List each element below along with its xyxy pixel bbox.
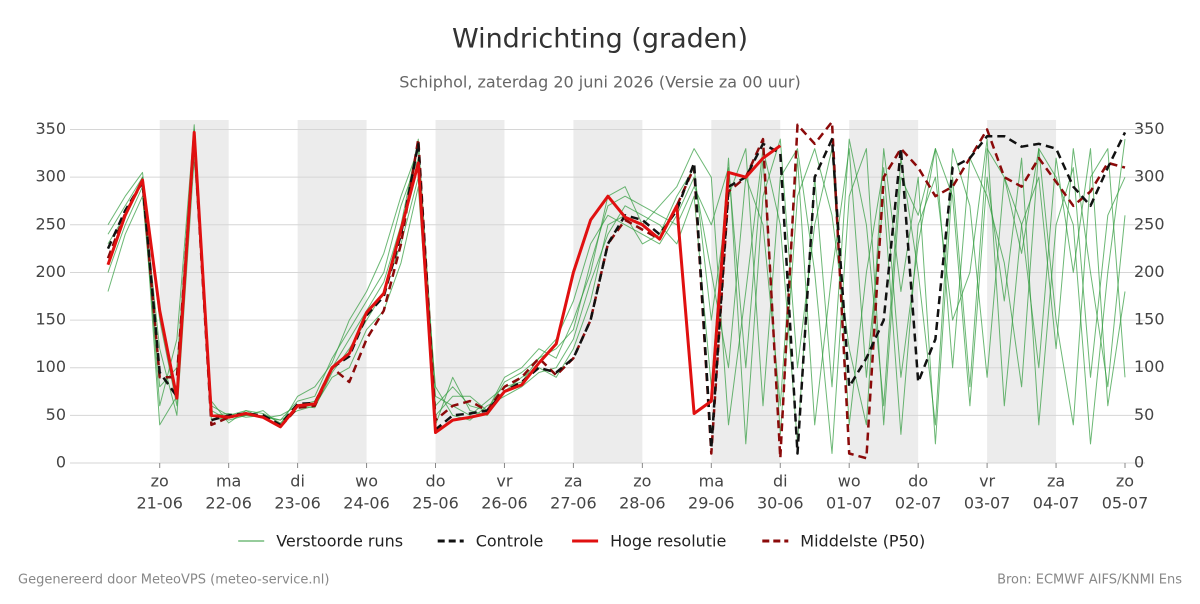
y-tick-label-right: 200 (1134, 262, 1165, 281)
y-tick-label-right: 0 (1134, 453, 1144, 472)
x-tick-date: 28-06 (619, 494, 666, 513)
member-line (107, 129, 1126, 454)
x-tick-label: ma (699, 472, 724, 491)
x-tick-label: zo (633, 472, 651, 491)
series-line (106, 130, 782, 434)
x-tick-date: 27-06 (550, 494, 597, 513)
y-tick-label: 350 (35, 119, 66, 138)
series-line (106, 131, 1127, 455)
legend-label: Verstoorde runs (276, 532, 403, 551)
y-tick-label-right: 300 (1134, 167, 1165, 186)
series-line (106, 120, 1126, 460)
x-tick-date: 29-06 (688, 494, 735, 513)
x-tick-date: 05-07 (1102, 494, 1149, 513)
day-band (159, 120, 229, 463)
x-tick-label: zo (1116, 472, 1134, 491)
x-tick-label: za (564, 472, 582, 491)
y-tick-label: 0 (56, 453, 66, 472)
y-tick-label-right: 150 (1134, 310, 1165, 329)
legend-label: Controle (476, 532, 544, 551)
x-tick-date: 02-07 (895, 494, 942, 513)
day-band (987, 120, 1057, 463)
x-tick-date: 23-06 (274, 494, 321, 513)
member-line (107, 138, 1126, 445)
x-tick-label: ma (216, 472, 241, 491)
x-tick-date: 24-06 (343, 494, 390, 513)
footer-left: Gegenereerd door MeteoVPS (meteo-service… (18, 573, 329, 588)
x-tick-label: vr (496, 472, 512, 491)
footer-right: Bron: ECMWF AIFS/KNMI Ens (997, 573, 1182, 588)
x-tick-label: do (908, 472, 928, 491)
chart-subtitle: Schiphol, zaterdag 20 juni 2026 (Versie … (399, 73, 800, 92)
y-tick-label-right: 50 (1134, 405, 1154, 424)
legend-label: Middelste (P50) (800, 532, 925, 551)
x-tick-date: 22-06 (205, 494, 252, 513)
x-tick-label: di (290, 472, 305, 491)
x-tick-date: 01-07 (826, 494, 873, 513)
x-tick-label: do (426, 472, 446, 491)
x-tick-label: vr (979, 472, 995, 491)
y-tick-label-right: 100 (1134, 357, 1165, 376)
legend-label: Hoge resolutie (610, 532, 726, 551)
y-tick-label: 250 (35, 214, 66, 233)
y-tick-label: 100 (35, 357, 66, 376)
x-tick-date: 30-06 (757, 494, 804, 513)
x-tick-label: zo (151, 472, 169, 491)
x-tick-date: 25-06 (412, 494, 459, 513)
y-tick-label: 200 (35, 262, 66, 281)
y-tick-label-right: 350 (1134, 119, 1165, 138)
y-tick-label: 50 (46, 405, 66, 424)
x-tick-date: 03-07 (964, 494, 1011, 513)
x-tick-label: di (773, 472, 788, 491)
x-tick-date: 21-06 (136, 494, 183, 513)
chart-title: Windrichting (graden) (452, 24, 748, 55)
x-tick-date: 04-07 (1033, 494, 1080, 513)
x-tick-label: wo (838, 472, 861, 491)
x-tick-label: za (1047, 472, 1065, 491)
x-tick-label: wo (355, 472, 378, 491)
y-tick-label: 150 (35, 310, 66, 329)
y-tick-label-right: 250 (1134, 214, 1165, 233)
day-band (297, 120, 367, 463)
y-tick-label: 300 (35, 167, 66, 186)
x-tick-date: 26-06 (481, 494, 528, 513)
